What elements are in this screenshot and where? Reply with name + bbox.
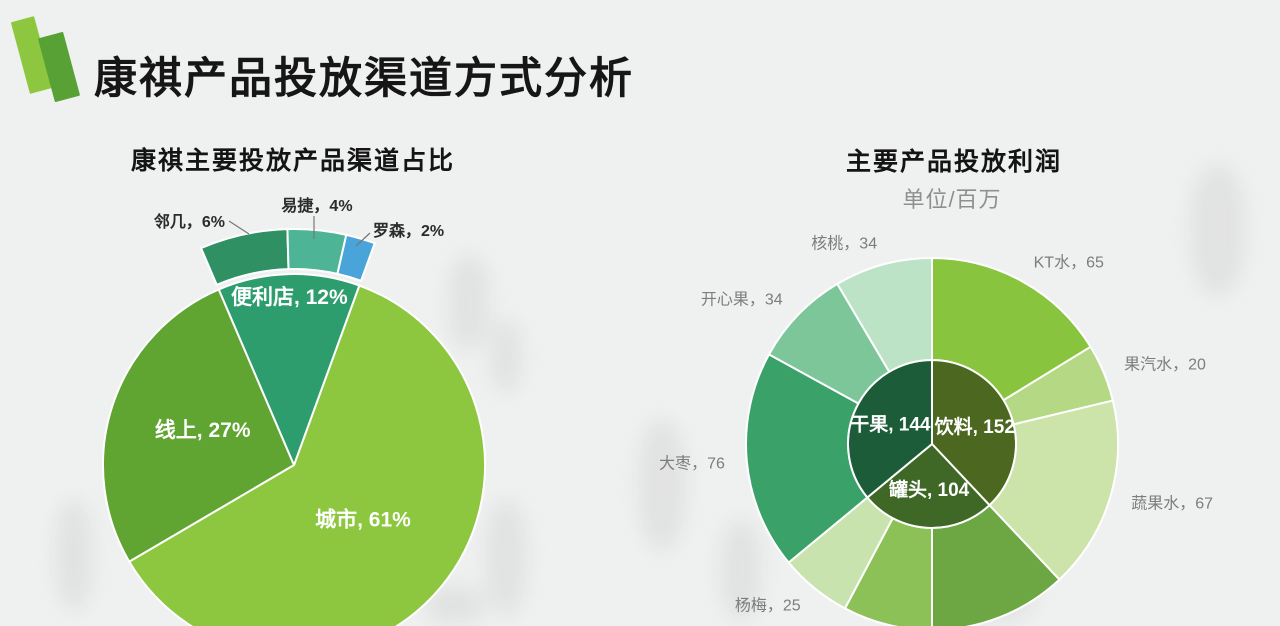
breakout-label-1: 易捷，4%: [281, 196, 352, 215]
right-chart-title: 主要产品投放利润: [845, 148, 1062, 176]
pie-slice-1: [102, 288, 295, 563]
sunburst-inner-label-1: 罐头, 104: [888, 478, 970, 501]
leader-line-0: [228, 220, 250, 235]
watermark-blob: [720, 520, 762, 620]
sunburst-outer-0: [931, 257, 1092, 402]
sunburst-inner-label-2: 干果, 144: [850, 413, 931, 435]
breakout-slice-1: [286, 228, 348, 275]
watermark-blob: [448, 255, 490, 350]
sunburst-outer-label-6: 大枣，76: [659, 455, 725, 473]
left-chart-title: 康祺主要投放产品渠道占比: [130, 147, 455, 175]
breakout-label-0: 邻几，6%: [154, 212, 225, 231]
pie-slice-label-0: 城市, 61%: [315, 507, 411, 531]
sunburst-inner-label-0: 饮料, 152: [934, 415, 1015, 438]
breakout-slice-2: [336, 233, 376, 282]
watermark-blob: [1190, 165, 1245, 295]
sunburst-outer-label-1: 果汽水，20: [1124, 355, 1206, 373]
leader-line-2: [355, 232, 371, 247]
pie-slice-2: [217, 273, 361, 466]
breakout-label-2: 罗森，2%: [373, 221, 444, 240]
pie-slice-0: [128, 284, 486, 626]
right-chart-subtitle: 单位/百万: [902, 187, 1002, 212]
watermark-blob: [485, 500, 527, 615]
sunburst-outer-label-0: KT水，65: [1034, 254, 1104, 272]
sunburst-outer-label-5: 杨梅，25: [735, 596, 801, 614]
watermark-blob: [638, 420, 686, 550]
page-title: 康祺产品投放渠道方式分析: [94, 54, 634, 103]
sunburst-outer-label-2: 蔬果水，67: [1131, 495, 1213, 513]
watermark-blob: [55, 500, 93, 610]
pie-slice-label-2: 便利店, 12%: [231, 285, 348, 309]
sunburst-outer-2: [988, 399, 1119, 581]
sunburst-outer-8: [836, 257, 933, 373]
sunburst-outer-6: [745, 353, 869, 564]
pie-slice-label-1: 线上, 27%: [155, 418, 251, 442]
sunburst-outer-label-7: 开心果，34: [701, 290, 783, 308]
watermark-blob: [490, 320, 522, 392]
sunburst-outer-label-8: 核桃，34: [811, 234, 877, 252]
sunburst-outer-3: [931, 504, 1061, 626]
